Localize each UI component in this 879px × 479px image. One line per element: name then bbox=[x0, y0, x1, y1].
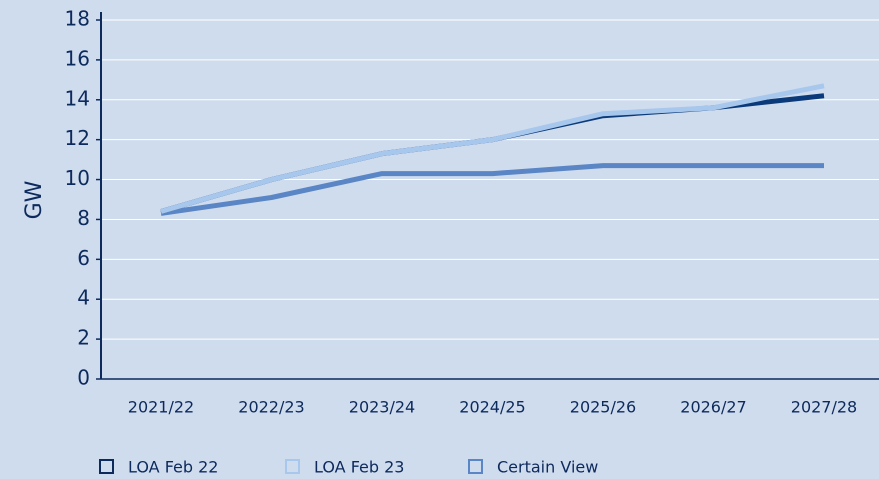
y-tick-label: 16 bbox=[65, 46, 90, 70]
legend-swatch bbox=[99, 459, 114, 474]
legend-label: LOA Feb 23 bbox=[314, 458, 404, 477]
y-tick-label: 4 bbox=[77, 286, 90, 310]
legend-label: Certain View bbox=[497, 458, 598, 477]
legend-swatch bbox=[468, 459, 483, 474]
y-axis-label: GW bbox=[22, 180, 47, 219]
legend-label: LOA Feb 22 bbox=[128, 458, 218, 477]
y-tick-label: 6 bbox=[77, 246, 90, 270]
x-tick-label: 2027/28 bbox=[791, 398, 857, 417]
series-line bbox=[160, 83, 825, 214]
y-tick-label: 2 bbox=[77, 326, 90, 350]
y-tick-label: 8 bbox=[77, 206, 90, 230]
x-tick-label: 2023/24 bbox=[349, 398, 415, 417]
x-tick-label: 2026/27 bbox=[680, 398, 746, 417]
y-tick-label: 0 bbox=[77, 366, 90, 390]
y-tick-label: 14 bbox=[65, 86, 90, 110]
y-tick-label: 10 bbox=[65, 166, 90, 190]
y-tick-label: 18 bbox=[65, 7, 90, 31]
legend-swatch bbox=[285, 459, 300, 474]
x-tick-label: 2024/25 bbox=[459, 398, 525, 417]
x-tick-label: 2021/22 bbox=[128, 398, 194, 417]
y-tick-label: 12 bbox=[65, 126, 90, 150]
series-line bbox=[160, 163, 824, 216]
x-tick-label: 2025/26 bbox=[570, 398, 636, 417]
x-tick-label: 2022/23 bbox=[238, 398, 304, 417]
